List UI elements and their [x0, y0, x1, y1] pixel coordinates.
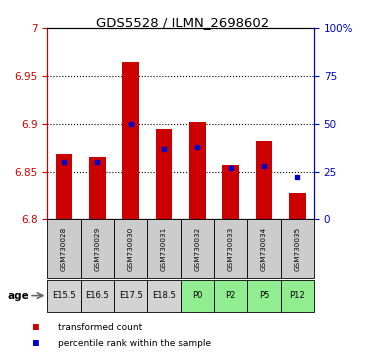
Text: GDS5528 / ILMN_2698602: GDS5528 / ILMN_2698602 — [96, 16, 269, 29]
Text: P12: P12 — [289, 291, 305, 300]
Bar — [147, 280, 181, 312]
Bar — [81, 280, 114, 312]
Bar — [281, 219, 314, 278]
Text: GSM730035: GSM730035 — [294, 227, 300, 271]
Text: GSM730033: GSM730033 — [228, 227, 234, 271]
Text: percentile rank within the sample: percentile rank within the sample — [58, 339, 212, 348]
Text: transformed count: transformed count — [58, 323, 143, 332]
Text: ■: ■ — [33, 338, 39, 348]
Text: E15.5: E15.5 — [52, 291, 76, 300]
Bar — [47, 219, 81, 278]
Bar — [181, 280, 214, 312]
Text: GSM730032: GSM730032 — [194, 227, 200, 271]
Bar — [122, 62, 139, 219]
Text: GSM730034: GSM730034 — [261, 227, 267, 271]
Bar — [222, 165, 239, 219]
Text: E18.5: E18.5 — [152, 291, 176, 300]
Text: E16.5: E16.5 — [85, 291, 109, 300]
Bar — [247, 219, 281, 278]
Bar — [147, 219, 181, 278]
Text: GSM730028: GSM730028 — [61, 227, 67, 271]
Text: GSM730029: GSM730029 — [95, 227, 100, 271]
Bar — [289, 193, 306, 219]
Bar — [114, 219, 147, 278]
Bar — [247, 280, 281, 312]
Text: GSM730030: GSM730030 — [128, 227, 134, 271]
Bar — [281, 280, 314, 312]
Bar — [114, 280, 147, 312]
Text: P0: P0 — [192, 291, 203, 300]
Bar — [181, 219, 214, 278]
Bar — [189, 122, 205, 219]
Text: P2: P2 — [226, 291, 236, 300]
Text: ■: ■ — [33, 322, 39, 332]
Bar — [47, 280, 81, 312]
Text: E17.5: E17.5 — [119, 291, 143, 300]
Text: age: age — [7, 291, 29, 301]
Bar — [81, 219, 114, 278]
Bar — [255, 141, 272, 219]
Bar — [156, 129, 172, 219]
Bar — [56, 154, 72, 219]
Bar — [214, 219, 247, 278]
Text: GSM730031: GSM730031 — [161, 227, 167, 271]
Bar — [214, 280, 247, 312]
Text: P5: P5 — [259, 291, 269, 300]
Bar — [89, 157, 106, 219]
